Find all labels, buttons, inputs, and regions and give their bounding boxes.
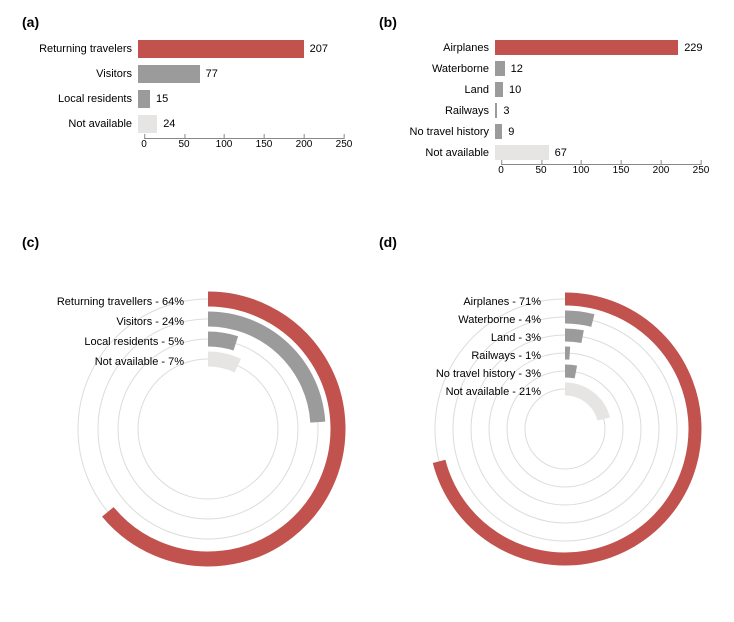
radial-series-label: Land - 3%: [436, 329, 541, 347]
bar: [495, 124, 502, 139]
bar-row: No travel history 9: [385, 122, 716, 141]
radial-arc: [208, 339, 236, 343]
ring-bg: [138, 359, 278, 499]
bar-row: Not available 67: [385, 143, 716, 162]
x-axis-tick: 100: [216, 139, 233, 150]
bar: [495, 145, 549, 160]
bar-category-label: Local residents: [28, 93, 138, 105]
bar-chart-a: Returning travelers 207 Visitors 77 Local re…: [28, 38, 359, 158]
bar-value-label: 9: [502, 126, 514, 138]
radial-chart-c: Returning travellers - 64%Visitors - 24%…: [18, 254, 358, 594]
bar-category-label: Railways: [385, 105, 495, 117]
radial-arc: [565, 389, 604, 419]
bar: [495, 103, 497, 118]
bar: [138, 40, 304, 58]
bar-value-label: 12: [505, 63, 523, 75]
bar-category-label: Visitors: [28, 68, 138, 80]
radial-series-label: Returning travellers - 64%: [57, 292, 184, 312]
x-axis-tick: 0: [141, 139, 147, 150]
x-axis-tick: 100: [573, 165, 590, 176]
radial-series-label: Not available - 7%: [57, 352, 184, 372]
x-axis-tick: 250: [693, 165, 710, 176]
x-axis-tick: 200: [296, 139, 313, 150]
radial-labels: Returning travellers - 64%Visitors - 24%…: [57, 292, 188, 372]
radial-series-label: Visitors - 24%: [57, 312, 184, 332]
bar-category-label: Returning travelers: [28, 43, 138, 55]
x-axis-tick: 150: [256, 139, 273, 150]
bar-row: Land 10: [385, 80, 716, 99]
bar-row: Returning travelers 207: [28, 38, 359, 60]
radial-labels: Airplanes - 71%Waterborne - 4%Land - 3%R…: [436, 293, 545, 401]
bar-value-label: 15: [150, 93, 168, 105]
bar-category-label: Waterborne: [385, 63, 495, 75]
bar-value-label: 10: [503, 84, 521, 96]
bar-category-label: No travel history: [385, 126, 495, 138]
x-axis-tick: 250: [336, 139, 353, 150]
x-axis: 050100150200250: [144, 138, 344, 158]
panel-a-label: (a): [22, 14, 39, 30]
panel-c: (c) Returning travellers - 64%Visitors -…: [10, 230, 367, 610]
bar-category-label: Not available: [28, 118, 138, 130]
bar-row: Waterborne 12: [385, 59, 716, 78]
bar: [495, 40, 678, 55]
panel-d: (d) Airplanes - 71%Waterborne - 4%Land -…: [367, 230, 724, 610]
radial-chart-d: Airplanes - 71%Waterborne - 4%Land - 3%R…: [375, 254, 715, 594]
bar-row: Local residents 15: [28, 88, 359, 110]
bar-value-label: 67: [549, 147, 567, 159]
x-axis-tick: 50: [178, 139, 189, 150]
bar-row: Visitors 77: [28, 63, 359, 85]
radial-series-label: No travel history - 3%: [436, 365, 541, 383]
bar: [495, 82, 503, 97]
bar-row: Airplanes 229: [385, 38, 716, 57]
bar-value-label: 207: [304, 43, 328, 55]
bar-row: Not available 24: [28, 113, 359, 135]
bar-row: Railways3: [385, 101, 716, 120]
radial-arc: [565, 317, 593, 321]
radial-arc: [208, 359, 238, 366]
radial-series-label: Airplanes - 71%: [436, 293, 541, 311]
bar: [138, 115, 157, 133]
radial-series-label: Waterborne - 4%: [436, 311, 541, 329]
radial-arc: [565, 371, 576, 372]
x-axis: 050100150200250: [501, 164, 701, 184]
bar-value-label: 3: [497, 105, 509, 117]
figure-grid: (a) Returning travelers 207 Visitors 77 Loca…: [10, 10, 724, 610]
radial-svg: [375, 254, 715, 594]
radial-series-label: Railways - 1%: [436, 347, 541, 365]
radial-arc: [565, 335, 583, 337]
bar: [138, 65, 200, 83]
panel-a: (a) Returning travelers 207 Visitors 77 Loca…: [10, 10, 367, 230]
bar-value-label: 24: [157, 118, 175, 130]
bar-value-label: 229: [678, 42, 702, 54]
x-axis-tick: 50: [535, 165, 546, 176]
bar-chart-b: Airplanes229Waterborne12Land10Railways3N…: [385, 38, 716, 184]
radial-series-label: Not available - 21%: [436, 383, 541, 401]
bar-category-label: Airplanes: [385, 42, 495, 54]
bar: [138, 90, 150, 108]
bar-category-label: Not available: [385, 147, 495, 159]
bar: [495, 61, 505, 76]
panel-b: (b) Airplanes 229 Waterborne 12 Land 10 Railwa…: [367, 10, 724, 230]
panel-c-label: (c): [22, 234, 39, 250]
x-axis-tick: 150: [613, 165, 630, 176]
radial-series-label: Local residents - 5%: [57, 332, 184, 352]
bar-value-label: 77: [200, 68, 218, 80]
bar-category-label: Land: [385, 84, 495, 96]
panel-d-label: (d): [379, 234, 397, 250]
panel-b-label: (b): [379, 14, 397, 30]
x-axis-tick: 0: [498, 165, 504, 176]
x-axis-tick: 200: [653, 165, 670, 176]
